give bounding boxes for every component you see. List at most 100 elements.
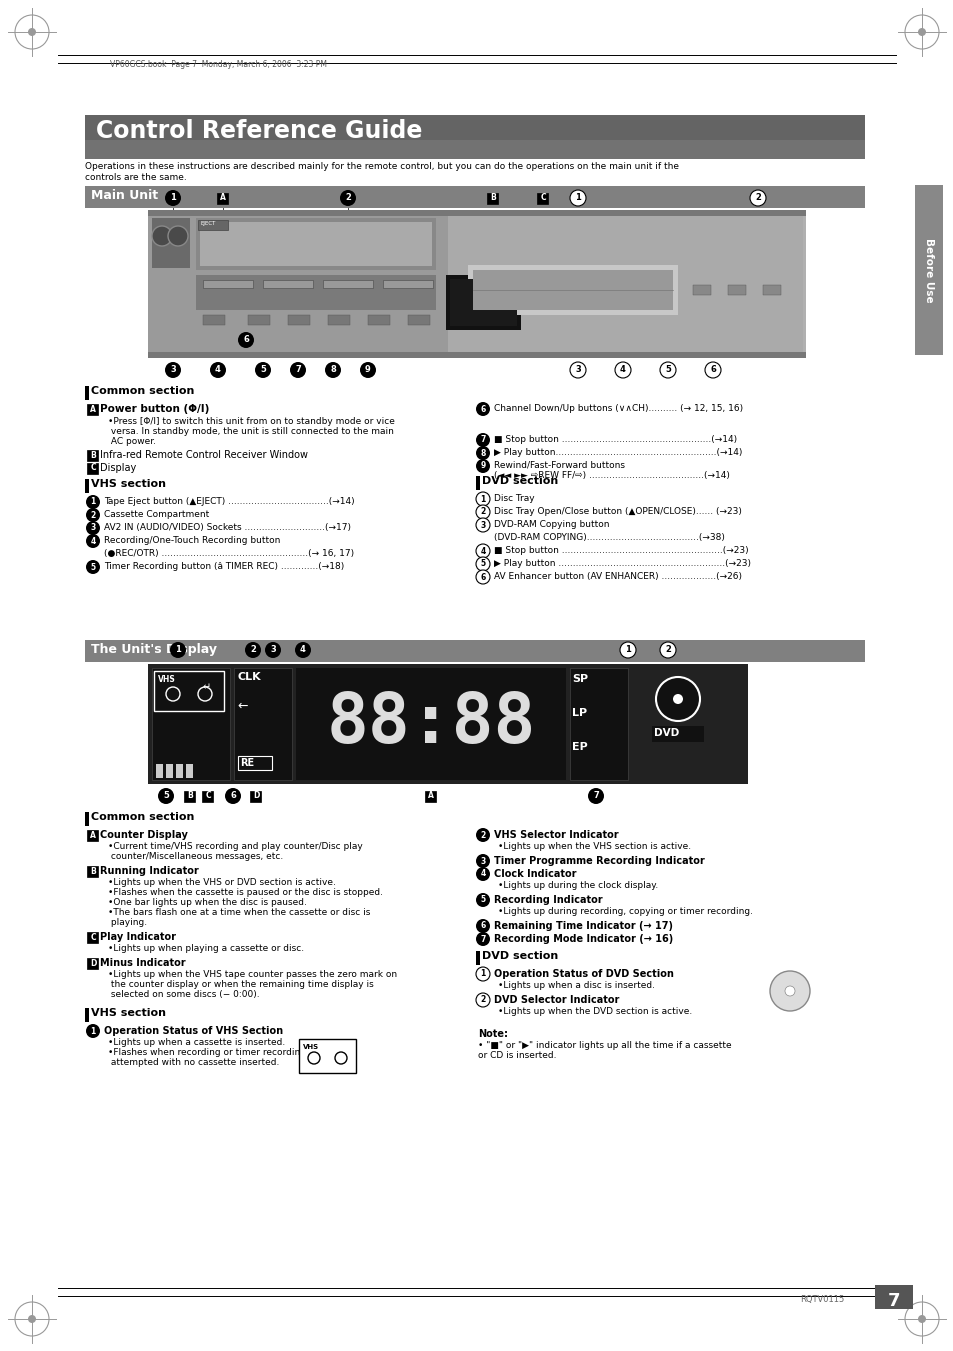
Bar — [85, 186, 864, 208]
Text: 8: 8 — [330, 366, 335, 374]
Text: •Flashes when the cassette is paused or the disc is stopped.: •Flashes when the cassette is paused or … — [108, 888, 382, 897]
Circle shape — [28, 1315, 36, 1323]
Text: D: D — [90, 958, 96, 967]
Bar — [148, 209, 805, 358]
Circle shape — [476, 505, 490, 519]
Text: or CD is inserted.: or CD is inserted. — [477, 1051, 556, 1061]
Text: Running Indicator: Running Indicator — [100, 866, 198, 875]
Text: 1: 1 — [91, 1027, 95, 1035]
Circle shape — [158, 788, 173, 804]
Bar — [85, 1008, 89, 1021]
Text: B: B — [90, 450, 95, 459]
Text: A: A — [90, 404, 96, 413]
Text: Play Indicator: Play Indicator — [100, 932, 175, 942]
Bar — [88, 830, 98, 840]
Text: Counter Display: Counter Display — [100, 830, 188, 840]
Bar — [263, 280, 313, 288]
Text: DVD section: DVD section — [481, 476, 558, 486]
Circle shape — [308, 1052, 319, 1065]
Text: ▶ Play button ..........................................................(→23): ▶ Play button ..........................… — [494, 559, 750, 567]
Text: 3: 3 — [270, 646, 275, 654]
Circle shape — [198, 688, 212, 701]
Circle shape — [237, 332, 253, 349]
Circle shape — [615, 362, 630, 378]
Text: 1: 1 — [624, 646, 630, 654]
Text: AV2 IN (AUDIO/VIDEO) Sockets ............................(→17): AV2 IN (AUDIO/VIDEO) Sockets ...........… — [104, 523, 351, 532]
Circle shape — [165, 362, 181, 378]
Text: 1: 1 — [480, 970, 485, 978]
Bar — [368, 315, 390, 326]
Circle shape — [476, 828, 490, 842]
Bar — [88, 462, 98, 473]
Text: •Lights up during recording, copying or timer recording.: •Lights up during recording, copying or … — [497, 907, 752, 916]
Circle shape — [659, 362, 676, 378]
Circle shape — [704, 362, 720, 378]
Text: •Current time/VHS recording and play counter/Disc play: •Current time/VHS recording and play cou… — [108, 842, 362, 851]
Text: 3: 3 — [91, 523, 95, 532]
Circle shape — [28, 28, 36, 36]
Text: ▶ Play button........................................................(→14): ▶ Play button...........................… — [494, 449, 741, 457]
Circle shape — [476, 570, 490, 584]
Text: 7: 7 — [593, 792, 598, 801]
Circle shape — [476, 403, 490, 416]
Text: 3: 3 — [480, 520, 485, 530]
Circle shape — [86, 1024, 100, 1038]
Bar — [874, 1285, 912, 1309]
Text: LP: LP — [572, 708, 586, 717]
Text: Operations in these instructions are described mainly for the remote control, bu: Operations in these instructions are des… — [85, 162, 679, 172]
Bar — [85, 640, 864, 662]
Text: •Press [Φ/I] to switch this unit from on to standby mode or vice: •Press [Φ/I] to switch this unit from on… — [108, 417, 395, 426]
Circle shape — [86, 521, 100, 535]
Text: 2: 2 — [754, 193, 760, 203]
Text: 3: 3 — [170, 366, 175, 374]
FancyBboxPatch shape — [298, 1039, 355, 1073]
Text: 1: 1 — [480, 494, 485, 504]
Text: A: A — [90, 831, 96, 839]
Text: 1: 1 — [170, 193, 175, 203]
Circle shape — [476, 434, 490, 447]
Text: VP60GCS.book  Page 7  Monday, March 6, 2006  3:23 PM: VP60GCS.book Page 7 Monday, March 6, 200… — [110, 59, 327, 69]
Text: SP: SP — [572, 674, 587, 684]
Text: •Lights up when playing a cassette or disc.: •Lights up when playing a cassette or di… — [108, 944, 304, 952]
Circle shape — [476, 893, 490, 907]
Bar — [152, 218, 190, 267]
Text: 2: 2 — [345, 193, 351, 203]
Circle shape — [86, 561, 100, 574]
Text: Common section: Common section — [91, 812, 194, 821]
Text: 7: 7 — [479, 435, 485, 444]
Bar — [425, 790, 436, 801]
Text: 6: 6 — [709, 366, 715, 374]
Circle shape — [265, 642, 281, 658]
Text: CLK: CLK — [237, 671, 261, 682]
Text: versa. In standby mode, the unit is still connected to the main: versa. In standby mode, the unit is stil… — [108, 427, 394, 436]
Circle shape — [569, 190, 585, 205]
Text: Before Use: Before Use — [923, 238, 933, 303]
Bar — [88, 404, 98, 415]
Text: Clock Indicator: Clock Indicator — [494, 869, 576, 880]
Bar — [251, 790, 261, 801]
Bar — [88, 450, 98, 461]
Text: C: C — [205, 792, 211, 801]
Bar — [166, 765, 172, 778]
Text: 2: 2 — [480, 508, 485, 516]
Text: playing.: playing. — [108, 917, 147, 927]
Text: D: D — [253, 792, 259, 801]
Bar — [88, 866, 98, 877]
Text: EJECT: EJECT — [201, 222, 216, 226]
Bar — [202, 790, 213, 801]
Circle shape — [86, 534, 100, 549]
Circle shape — [476, 967, 490, 981]
Circle shape — [359, 362, 375, 378]
Bar — [88, 958, 98, 969]
Text: Minus Indicator: Minus Indicator — [100, 958, 186, 969]
Text: B: B — [187, 792, 193, 801]
Text: A: A — [428, 792, 434, 801]
Circle shape — [168, 226, 188, 246]
Circle shape — [335, 1052, 347, 1065]
Text: DVD-RAM Copying button: DVD-RAM Copying button — [494, 520, 609, 530]
Bar — [468, 265, 678, 315]
Text: 5: 5 — [480, 559, 485, 569]
Bar — [148, 216, 448, 353]
Text: 5: 5 — [91, 562, 95, 571]
Bar — [248, 315, 270, 326]
